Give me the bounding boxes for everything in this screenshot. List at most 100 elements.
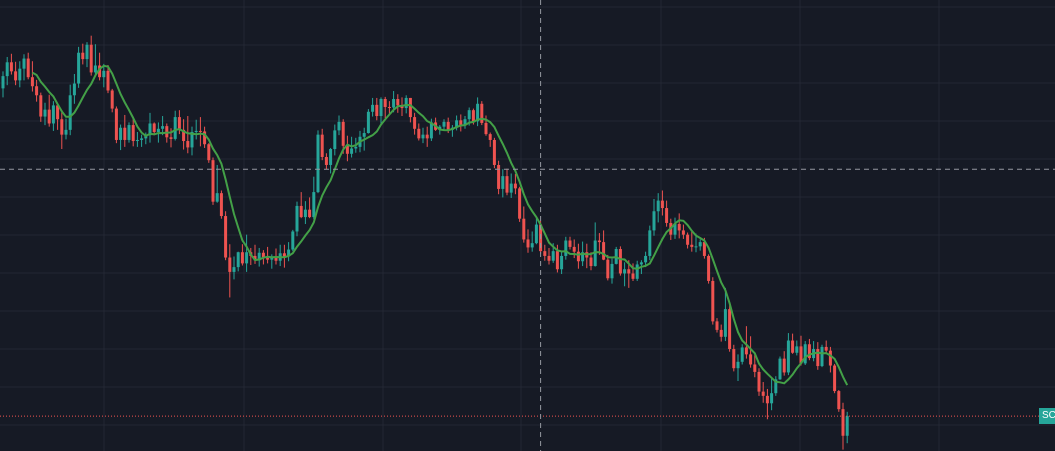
candle-body: [127, 125, 131, 140]
candle: [593, 222, 597, 267]
candle-body: [765, 395, 769, 404]
candle-body: [64, 129, 68, 135]
candle: [72, 73, 76, 104]
candle: [295, 201, 299, 237]
candle-body: [837, 391, 841, 410]
candle-body: [177, 117, 181, 130]
candle-body: [681, 230, 685, 235]
candle: [1, 71, 5, 98]
candle: [476, 97, 480, 127]
candle-body: [404, 97, 408, 109]
candle-body: [593, 240, 597, 267]
candle: [203, 126, 207, 148]
candle-body: [190, 131, 194, 148]
candle-body: [371, 104, 375, 112]
candle-body: [576, 251, 580, 262]
candle: [140, 134, 144, 147]
candle-body: [77, 52, 81, 84]
candle-body: [362, 133, 366, 137]
candle: [161, 116, 165, 136]
candle: [5, 56, 9, 86]
candle-body: [425, 134, 429, 139]
candle-body: [631, 273, 635, 279]
candle-body: [211, 160, 215, 202]
candle: [505, 168, 509, 196]
candle-body: [140, 138, 144, 140]
candle-body: [320, 134, 324, 157]
candle: [135, 131, 139, 147]
candle: [186, 116, 190, 154]
candle-body: [203, 131, 207, 145]
candle-body: [5, 62, 9, 77]
candle: [26, 52, 30, 80]
candle: [18, 61, 22, 88]
candle-body: [715, 321, 719, 330]
candle: [68, 84, 72, 136]
candle-body: [232, 267, 236, 272]
candle-body: [753, 364, 757, 372]
candle: [623, 262, 627, 287]
candle-body: [35, 86, 39, 96]
candle-body: [627, 269, 631, 274]
candle: [711, 277, 715, 325]
candle: [765, 388, 769, 420]
candle-body: [547, 255, 551, 261]
candle-body: [455, 120, 459, 128]
candle-body: [261, 252, 265, 259]
candle-body: [98, 65, 102, 78]
candle: [824, 340, 828, 354]
candle: [681, 224, 685, 239]
candle: [51, 101, 55, 131]
candle-body: [182, 129, 186, 142]
candle: [396, 94, 400, 113]
candle-body: [833, 365, 837, 392]
candle: [77, 46, 81, 88]
candle-body: [791, 340, 795, 353]
candle-body: [253, 255, 257, 261]
candle-body: [39, 95, 43, 117]
candle-body: [119, 127, 123, 140]
candle-body: [442, 121, 446, 127]
candle: [371, 97, 375, 117]
candle: [219, 190, 223, 219]
candle: [799, 335, 803, 366]
candle-body: [476, 103, 480, 122]
candle-body: [408, 97, 412, 118]
candle-body: [803, 344, 807, 364]
candle-body: [778, 358, 782, 380]
candle-body: [392, 99, 396, 108]
candle: [543, 244, 547, 261]
candle: [757, 368, 761, 396]
candle: [173, 110, 177, 141]
candle: [93, 44, 97, 77]
candle: [329, 147, 333, 174]
candle: [345, 135, 349, 162]
candle-body: [463, 119, 467, 126]
candle-body: [47, 109, 51, 124]
candle: [816, 342, 820, 370]
candle-body: [711, 280, 715, 322]
candle: [845, 411, 849, 444]
candle: [635, 260, 639, 281]
candle: [421, 127, 425, 144]
candle-body: [652, 211, 656, 231]
candle-body: [543, 251, 547, 256]
candle-body: [148, 123, 152, 136]
candle: [610, 258, 614, 284]
candle-body: [509, 183, 513, 193]
candle: [102, 63, 106, 88]
candles: [1, 35, 849, 450]
candle: [14, 61, 18, 86]
candle: [518, 186, 522, 222]
candle: [64, 118, 68, 140]
candle: [81, 43, 85, 65]
candle: [425, 126, 429, 147]
candle: [39, 92, 43, 122]
candle-body: [602, 242, 606, 260]
candle-body: [648, 230, 652, 256]
candle-body: [114, 108, 118, 140]
candle: [308, 197, 312, 219]
candle-body: [480, 103, 484, 123]
candle-body: [236, 252, 240, 268]
